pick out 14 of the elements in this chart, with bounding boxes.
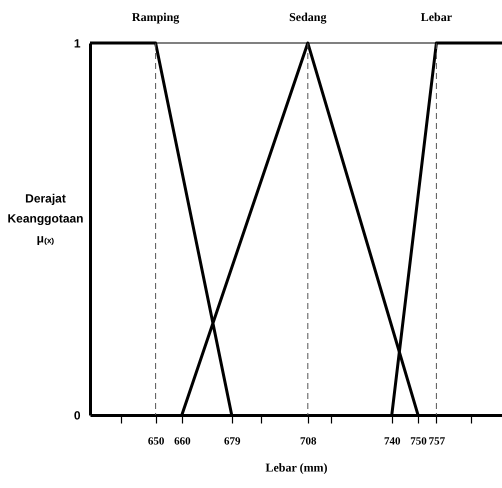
- x-tick-label: 750: [410, 436, 428, 448]
- series-label: Lebar: [420, 10, 453, 24]
- text: Sedang: [289, 10, 326, 24]
- y-axis-title: Derajat Keanggotaan μ₍ₓ₎: [7, 192, 84, 246]
- x-tick-label: 757: [428, 436, 446, 448]
- y-tick-label: 1: [74, 36, 81, 50]
- x-tick-label: 740: [384, 436, 402, 448]
- x-tick-label: 679: [224, 436, 241, 448]
- x-tick-label: 660: [174, 436, 192, 448]
- y-tick-label: 0: [74, 408, 81, 422]
- x-tick-label: 650: [148, 436, 165, 448]
- x-axis-title: Lebar (mm): [265, 460, 328, 474]
- series-label: Ramping: [132, 10, 180, 24]
- x-tick-label: 708: [300, 436, 318, 448]
